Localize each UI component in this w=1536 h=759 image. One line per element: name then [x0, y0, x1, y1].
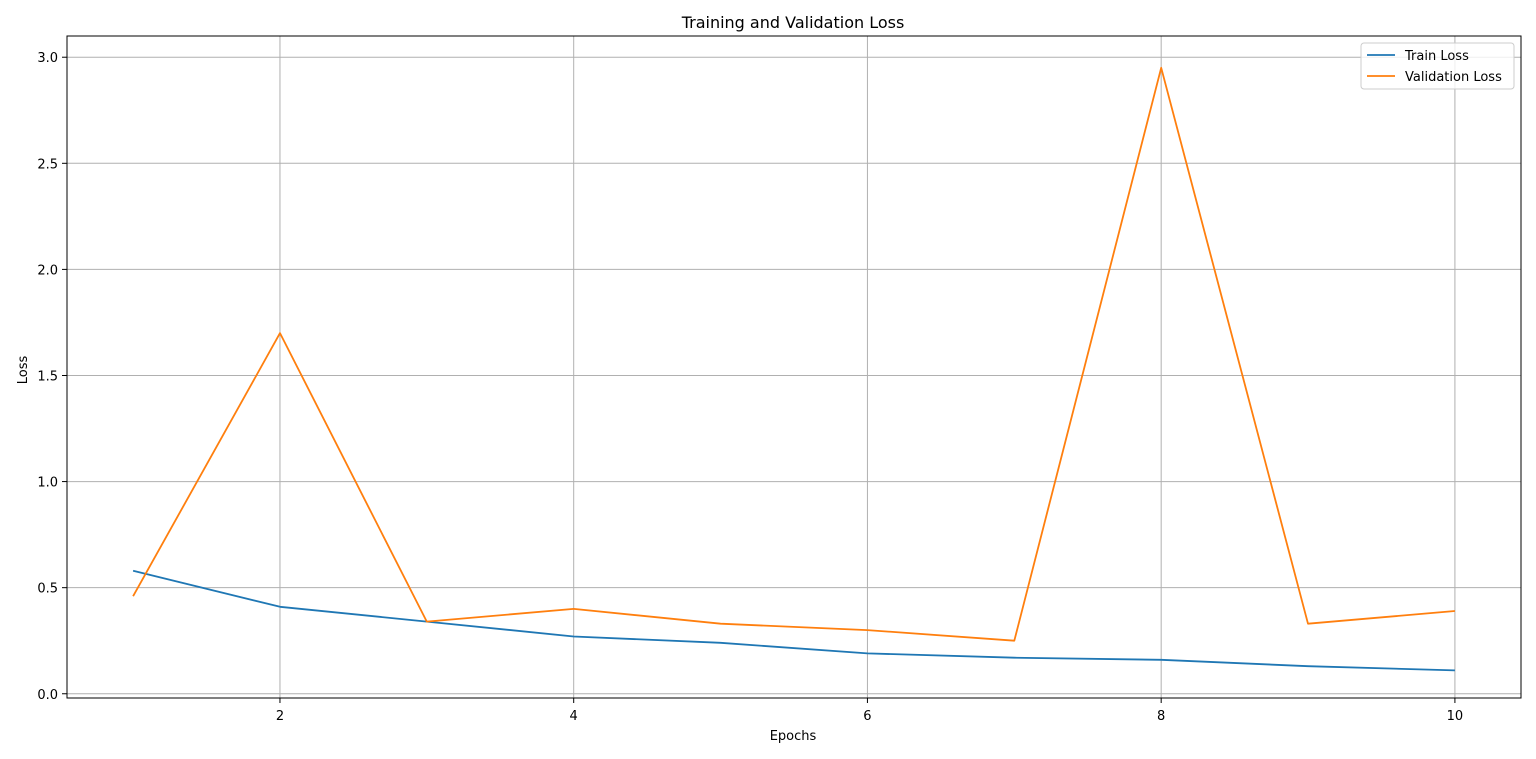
legend-label: Train Loss: [1404, 49, 1469, 64]
legend-label: Validation Loss: [1405, 70, 1502, 85]
x-tick-label: 10: [1447, 709, 1464, 724]
x-axis-label: Epochs: [770, 729, 817, 744]
chart-title: Training and Validation Loss: [681, 13, 905, 32]
x-tick-label: 6: [863, 709, 871, 724]
y-axis-ticks: 0.0 0.5 1.0 1.5 2.0 2.5 3.0: [37, 51, 67, 703]
y-tick-label: 1.0: [37, 476, 58, 491]
x-tick-label: 8: [1157, 709, 1165, 724]
y-tick-label: 2.5: [37, 157, 58, 172]
legend-box: [1360, 42, 1515, 90]
x-tick-label: 4: [570, 709, 578, 724]
y-tick-label: 0.0: [37, 688, 58, 703]
legend: Train Loss Validation Loss: [1360, 42, 1515, 90]
series-line-train-loss: [132, 569, 1455, 672]
series-line-validation-loss: [132, 66, 1455, 642]
y-tick-label: 3.0: [37, 51, 58, 66]
y-tick-label: 1.5: [37, 369, 58, 384]
x-axis-ticks: 2 4 6 8 10: [276, 698, 1463, 724]
y-tick-label: 0.5: [37, 582, 58, 597]
y-tick-label: 2.0: [37, 263, 58, 278]
x-tick-label: 2: [276, 709, 284, 724]
plot-frame: [66, 35, 1522, 699]
y-axis-label: Loss: [16, 356, 31, 385]
grid-lines: [67, 36, 1521, 698]
series-lines: [132, 66, 1455, 672]
